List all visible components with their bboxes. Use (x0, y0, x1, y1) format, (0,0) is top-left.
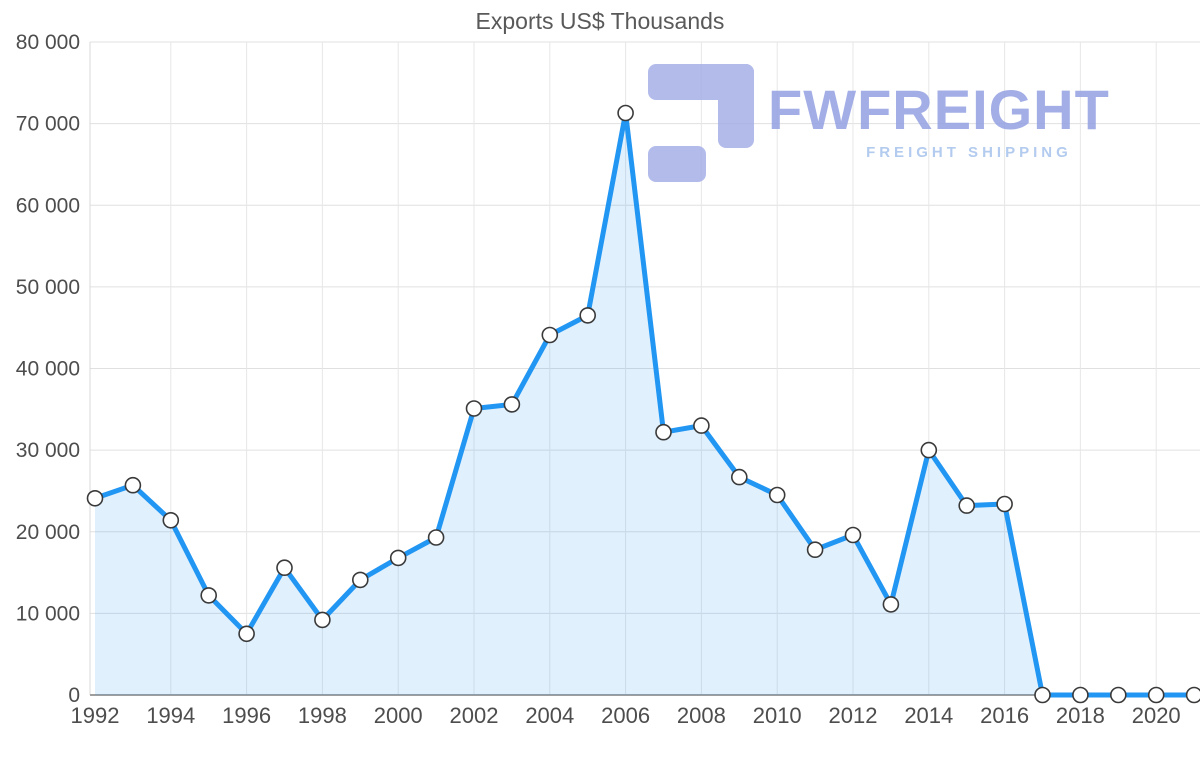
svg-text:1992: 1992 (71, 703, 120, 728)
svg-text:10 000: 10 000 (16, 602, 80, 625)
watermark-brand: FWFREIGHT (768, 78, 1110, 141)
svg-text:2012: 2012 (829, 703, 878, 728)
svg-text:0: 0 (68, 684, 80, 707)
svg-text:2018: 2018 (1056, 703, 1105, 728)
svg-text:40 000: 40 000 (16, 358, 80, 381)
svg-text:1996: 1996 (222, 703, 271, 728)
svg-text:70 000: 70 000 (16, 113, 80, 136)
svg-text:2016: 2016 (980, 703, 1029, 728)
chart-title: Exports US$ Thousands (475, 8, 725, 34)
watermark-tagline: FREIGHT SHIPPING (866, 144, 1072, 161)
svg-text:80 000: 80 000 (16, 31, 80, 54)
svg-text:30 000: 30 000 (16, 439, 80, 462)
svg-text:2008: 2008 (677, 703, 726, 728)
svg-text:50 000: 50 000 (16, 276, 80, 299)
svg-text:2002: 2002 (450, 703, 499, 728)
watermark-text: FWFREIGHT FREIGHT SHIPPING (768, 64, 1110, 162)
svg-text:1994: 1994 (146, 703, 195, 728)
svg-text:1998: 1998 (298, 703, 347, 728)
svg-text:2004: 2004 (525, 703, 574, 728)
svg-text:20 000: 20 000 (16, 521, 80, 544)
svg-text:2006: 2006 (601, 703, 650, 728)
fwfreight-logo-icon (648, 64, 754, 182)
svg-text:2000: 2000 (374, 703, 423, 728)
svg-text:60 000: 60 000 (16, 194, 80, 217)
svg-text:2010: 2010 (753, 703, 802, 728)
svg-text:2014: 2014 (904, 703, 953, 728)
svg-text:2020: 2020 (1132, 703, 1181, 728)
watermark: FWFREIGHT FREIGHT SHIPPING (648, 64, 1110, 182)
